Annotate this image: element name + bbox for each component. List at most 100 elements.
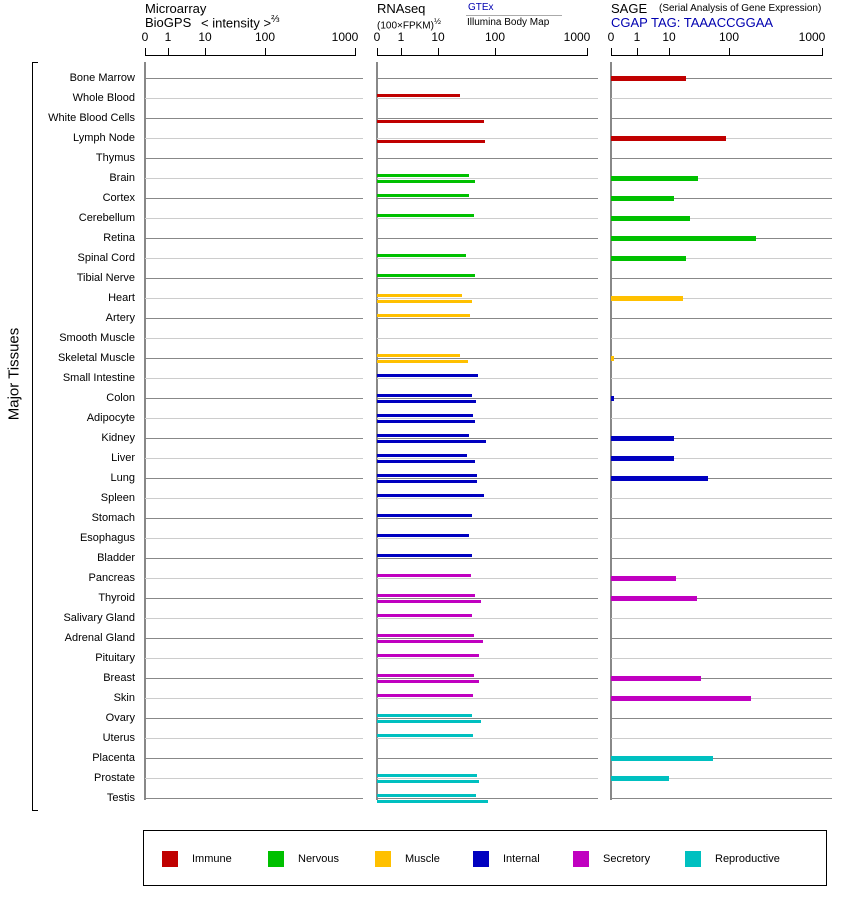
row-gridline (611, 118, 832, 119)
row-gridline (611, 718, 832, 719)
row-gridline (145, 538, 363, 539)
row-gridline (145, 738, 363, 739)
rnaseq-tick (377, 48, 378, 56)
tissue-label: Cerebellum (78, 212, 135, 224)
row-gridline (611, 338, 832, 339)
tissue-label: Colon (106, 392, 135, 404)
row-gridline (377, 678, 598, 679)
sage-bar-sage (611, 676, 701, 681)
row-gridline (611, 498, 832, 499)
gtex-label: GTEx (468, 2, 494, 13)
sage-tag: CGAP TAG: TAAACCGGAA (611, 15, 774, 30)
row-gridline (611, 678, 832, 679)
row-gridline (145, 178, 363, 179)
tissue-label: Cortex (102, 192, 135, 204)
rnaseq-bar-gtex (377, 374, 478, 377)
row-gridline (611, 518, 832, 519)
rnaseq-tick (587, 48, 588, 56)
tissue-label: Pituitary (95, 652, 135, 664)
row-gridline (377, 718, 598, 719)
tissue-label: Brain (109, 172, 135, 184)
header-divider (466, 15, 562, 16)
rnaseq-tick-label: 1 (397, 30, 405, 44)
rnaseq-bar-illumina-body-map (377, 360, 469, 363)
microarray-tick (205, 48, 206, 56)
row-gridline (377, 198, 598, 199)
row-gridline (377, 338, 598, 339)
row-gridline (611, 278, 832, 279)
row-gridline (611, 798, 832, 799)
microarray-tick (168, 48, 169, 56)
sage-bar-sage (611, 176, 698, 181)
rnaseq-tick-label: 10 (431, 30, 445, 44)
rnaseq-unit-text: (100×FPKM) (377, 20, 434, 32)
sage-bar-sage (611, 436, 674, 441)
row-gridline (611, 478, 832, 479)
row-gridline (377, 598, 598, 599)
y-group-label: Major Tissues (5, 327, 23, 421)
row-gridline (145, 258, 363, 259)
row-gridline (377, 778, 598, 779)
rnaseq-unit: (100×FPKM)½ (377, 16, 441, 31)
rnaseq-bar-gtex (377, 614, 472, 617)
row-gridline (377, 378, 598, 379)
tissue-label: Ovary (105, 712, 135, 724)
row-gridline (377, 518, 598, 519)
legend-item-immune: Immune (162, 851, 232, 867)
row-gridline (145, 458, 363, 459)
sage-bar-sage (611, 356, 614, 361)
legend-swatch (573, 851, 589, 867)
legend-item-internal: Internal (473, 851, 540, 867)
row-gridline (611, 458, 832, 459)
microarray-tick (145, 48, 146, 56)
illumina-label: Illumina Body Map (467, 17, 550, 28)
sage-axis-line (611, 55, 823, 56)
row-gridline (377, 238, 598, 239)
rnaseq-bar-gtex (377, 654, 479, 657)
rnaseq-bar-gtex (377, 294, 462, 297)
rnaseq-bar-gtex (377, 454, 467, 457)
rnaseq-bar-gtex (377, 94, 460, 97)
rnaseq-bar-gtex (377, 774, 477, 777)
rnaseq-bar-gtex (377, 354, 460, 357)
row-gridline (145, 298, 363, 299)
rnaseq-bar-gtex (377, 314, 470, 317)
row-gridline (611, 378, 832, 379)
row-gridline (377, 658, 598, 659)
sage-bar-sage (611, 596, 697, 601)
row-gridline (377, 78, 598, 79)
sage-tick-label: 1000 (798, 30, 826, 44)
tissue-label: Adrenal Gland (64, 632, 135, 644)
row-gridline (611, 778, 832, 779)
sage-tick (669, 48, 670, 56)
legend-item-reproductive: Reproductive (685, 851, 780, 867)
tissue-label: Thyroid (98, 592, 135, 604)
row-gridline (145, 338, 363, 339)
rnaseq-bar-illumina-body-map (377, 440, 487, 443)
sage-bar-sage (611, 396, 614, 401)
rnaseq-bar-gtex (377, 714, 472, 717)
sage-bar-sage (611, 256, 686, 261)
rnaseq-axis-line (377, 55, 588, 56)
row-gridline (145, 278, 363, 279)
rnaseq-bar-illumina-body-map (377, 480, 477, 483)
legend-label: Internal (503, 853, 540, 865)
tissue-label: Breast (103, 672, 135, 684)
row-gridline (611, 98, 832, 99)
row-gridline (611, 538, 832, 539)
sage-bar-sage (611, 756, 713, 761)
row-gridline (145, 378, 363, 379)
tissue-label: Artery (105, 312, 135, 324)
legend: Immune Nervous Muscle Internal Secretory Repr… (143, 830, 827, 886)
row-gridline (145, 238, 363, 239)
row-gridline (377, 458, 598, 459)
sage-bar-sage (611, 196, 674, 201)
row-gridline (611, 218, 832, 219)
sage-tick (729, 48, 730, 56)
row-gridline (611, 638, 832, 639)
rnaseq-bar-gtex (377, 194, 469, 197)
row-gridline (611, 178, 832, 179)
legend-label: Secretory (603, 853, 651, 865)
row-gridline (377, 758, 598, 759)
